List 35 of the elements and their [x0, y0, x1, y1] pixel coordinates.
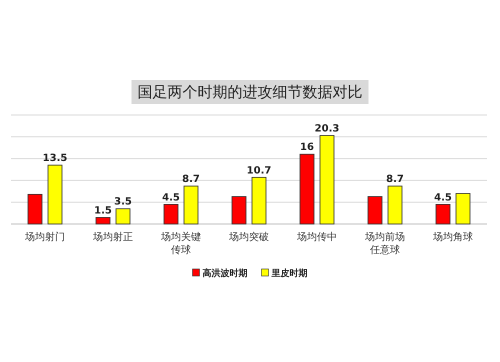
x-tick-label: 场均突破 — [228, 231, 270, 244]
bar — [96, 217, 110, 224]
bar — [164, 204, 178, 224]
x-tick-label: 场均射门 — [24, 231, 66, 244]
x-tick-label: 场均射正 — [92, 231, 134, 244]
bar — [300, 154, 314, 224]
legend-label: 里皮时期 — [270, 268, 308, 279]
x-tick-label: 场均角球 — [432, 231, 474, 244]
data-label: 1.5 — [94, 205, 112, 216]
data-label: 4.5 — [434, 192, 452, 204]
x-tick-label: 场均前场任意球 — [364, 231, 406, 257]
bar — [232, 196, 246, 224]
bar — [184, 186, 198, 224]
x-tick-label: 场均关键传球 — [160, 231, 202, 257]
data-label: 10.7 — [246, 165, 272, 176]
bar — [456, 193, 470, 224]
bar — [252, 176, 266, 224]
data-label: 16 — [300, 142, 314, 154]
legend-label: 高洪波时期 — [202, 268, 248, 279]
data-label: 3.5 — [114, 196, 132, 208]
data-label: 13.5 — [42, 153, 68, 164]
bar — [436, 204, 450, 224]
title: 国足两个时期的进攻细节数据对比 — [132, 80, 368, 104]
bar — [368, 196, 382, 224]
bar — [320, 135, 334, 224]
bar — [48, 164, 62, 224]
bar — [116, 208, 130, 224]
data-label: 20.3 — [314, 123, 340, 134]
bar — [28, 194, 42, 224]
x-tick-label: 场均传中 — [296, 231, 338, 244]
data-label: 8.7 — [182, 174, 200, 186]
chart-title: 国足两个时期的进攻细节数据对比 — [138, 83, 362, 101]
data-label: 8.7 — [386, 174, 404, 186]
data-label: 4.5 — [162, 192, 180, 204]
bar — [388, 186, 402, 224]
